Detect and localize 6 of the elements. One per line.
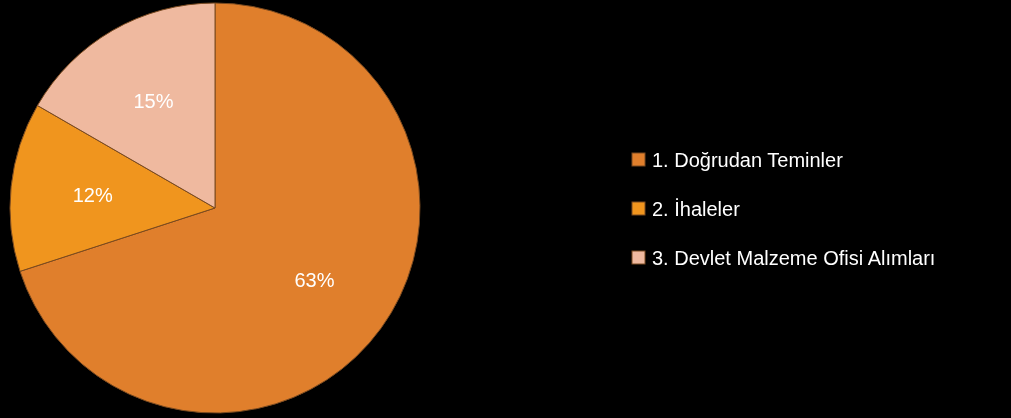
- legend-label: 3. Devlet Malzeme Ofisi Alımları: [652, 247, 936, 269]
- legend-label: 1. Doğrudan Teminler: [652, 149, 844, 171]
- data-label: 15%: [133, 90, 174, 113]
- data-label: 63%: [294, 269, 335, 292]
- legend-label: 2. İhaleler: [652, 198, 741, 220]
- data-label: 12%: [72, 184, 113, 207]
